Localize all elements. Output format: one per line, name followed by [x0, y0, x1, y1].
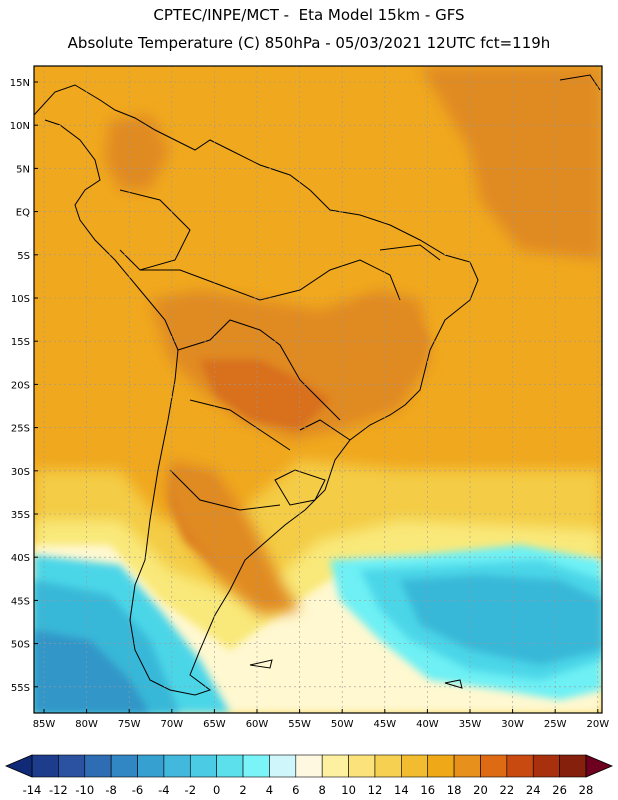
- lon-label: 80W: [75, 719, 98, 730]
- colorbar-swatch: [216, 754, 244, 778]
- colorbar-label: 24: [526, 783, 541, 797]
- colorbar-label: -10: [75, 783, 94, 797]
- colorbar-swatch: [295, 754, 323, 778]
- lon-label: 70W: [160, 719, 183, 730]
- colorbar-label: -4: [158, 783, 169, 797]
- colorbar-swatch: [269, 754, 297, 778]
- colorbar-swatch: [348, 754, 376, 778]
- lat-label: 40S: [11, 553, 30, 564]
- lon-label: 45W: [373, 719, 396, 730]
- colorbar-label: -6: [132, 783, 143, 797]
- colorbar-swatch: [427, 754, 455, 778]
- lat-label: 20S: [11, 380, 30, 391]
- longitude-labels: 85W 80W 75W 70W 65W 60W 55W 50W 45W 40W 35W 30W 25W 2…: [33, 709, 609, 730]
- colorbar-swatch: [321, 754, 349, 778]
- colorbar-label: -12: [49, 783, 68, 797]
- lat-label: 30S: [11, 467, 30, 478]
- lat-label: 10S: [11, 294, 30, 305]
- lat-label: 15N: [10, 78, 30, 89]
- lat-label: 10N: [10, 121, 30, 132]
- colorbar-swatch: [84, 754, 112, 778]
- lon-label: 85W: [33, 719, 56, 730]
- lat-label: 35S: [11, 510, 30, 521]
- lat-label: 55S: [11, 683, 30, 694]
- lon-label: 25W: [544, 719, 567, 730]
- lon-label: 50W: [331, 719, 354, 730]
- colorbar-label: 28: [579, 783, 594, 797]
- colorbar-label: 20: [473, 783, 488, 797]
- lat-label: 15S: [11, 337, 30, 348]
- colorbar-label: 14: [394, 783, 409, 797]
- lon-label: 20W: [586, 719, 609, 730]
- colorbar-label: 18: [447, 783, 462, 797]
- colorbar-label: -14: [23, 783, 42, 797]
- colorbar-label: 12: [368, 783, 383, 797]
- lat-label: 5S: [17, 251, 30, 262]
- colorbar-swatch: [110, 754, 138, 778]
- lat-label: 50S: [11, 640, 30, 651]
- colorbar-label: 6: [292, 783, 299, 797]
- lat-label: 5N: [16, 164, 30, 175]
- colorbar-label: 26: [552, 783, 567, 797]
- colorbar-label: 22: [500, 783, 515, 797]
- colorbar-label: 4: [266, 783, 273, 797]
- colorbar-swatch: [532, 754, 560, 778]
- colorbar-swatch: [506, 754, 534, 778]
- lon-label: 40W: [416, 719, 439, 730]
- colorbar-swatch: [242, 754, 270, 778]
- colorbar-swatch: [163, 754, 191, 778]
- lat-label: 45S: [11, 596, 30, 607]
- colorbar-label: 0: [213, 783, 220, 797]
- latitude-labels: 15N 10N 5N EQ 5S 10S 15S 20S 25S 30S 35S 40S 45S 50S 5…: [10, 78, 38, 694]
- colorbar-label: 16: [420, 783, 435, 797]
- colorbar-swatch: [453, 754, 481, 778]
- lon-label: 35W: [459, 719, 482, 730]
- lon-label: 55W: [288, 719, 311, 730]
- lon-label: 30W: [501, 719, 524, 730]
- colorbar-label: 2: [239, 783, 246, 797]
- temperature-field: [34, 66, 602, 713]
- colorbar-label: -8: [105, 783, 116, 797]
- colorbar-swatch: [31, 754, 59, 778]
- colorbar-swatch: [480, 754, 508, 778]
- colorbar-label: 8: [319, 783, 326, 797]
- lon-label: 60W: [246, 719, 269, 730]
- colorbar-under-arrow: [4, 754, 33, 778]
- map-frame: [33, 65, 603, 714]
- lat-label: 25S: [11, 424, 30, 435]
- colorbar-swatch: [374, 754, 402, 778]
- colorbar-swatch: [58, 754, 86, 778]
- colorbar-swatch: [137, 754, 165, 778]
- map-title-line2: Absolute Temperature (C) 850hPa - 05/03/…: [67, 34, 551, 52]
- lon-label: 75W: [118, 719, 141, 730]
- lat-label: EQ: [16, 208, 30, 219]
- colorbar-swatch: [559, 754, 587, 778]
- lon-label: 65W: [203, 719, 226, 730]
- colorbar-over-arrow: [585, 754, 614, 778]
- colorbar-swatch: [189, 754, 217, 778]
- coastlines: [34, 74, 601, 696]
- colorbar-label: -2: [185, 783, 196, 797]
- map-title-line1: CPTEC/INPE/MCT - Eta Model 15km - GFS: [153, 6, 465, 24]
- colorbar-label: 10: [341, 783, 356, 797]
- colorbar-swatch: [401, 754, 429, 778]
